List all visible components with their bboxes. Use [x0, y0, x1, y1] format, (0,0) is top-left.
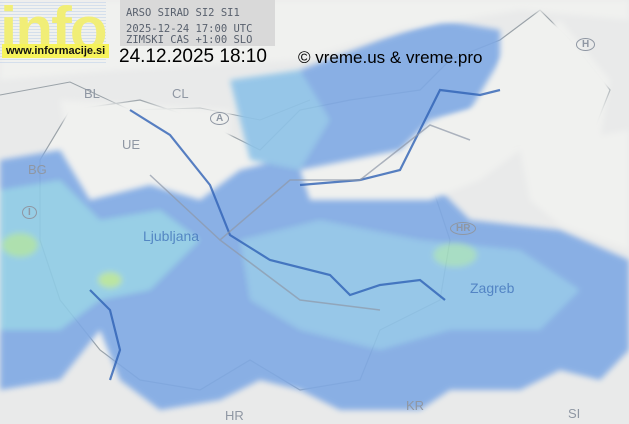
label-i: I — [22, 206, 37, 219]
label-si: SI — [568, 406, 581, 421]
label-bg: BG — [28, 162, 47, 177]
river-sava — [129, 109, 446, 301]
label-zagreb: Zagreb — [470, 280, 515, 296]
label-ue: UE — [122, 137, 141, 152]
radar-echoes — [0, 20, 629, 410]
website-link[interactable]: www.informacije.si — [2, 44, 110, 58]
radar-header: ARSO SIRAD SI2 SI1 2025-12-24 17:00 UTC … — [120, 0, 275, 46]
label-ljubljana: Ljubljana — [143, 228, 200, 244]
river-soca — [89, 289, 122, 381]
roads — [149, 124, 471, 311]
label-kr: KR — [406, 398, 425, 413]
label-h: H — [576, 38, 596, 51]
label-bl: BL — [84, 86, 100, 101]
label-cl: CL — [172, 86, 189, 101]
label-hr: HR — [450, 222, 477, 235]
timezone-note: ZIMSKI CAS +1:00 SLO — [126, 34, 253, 46]
copyright: © vreme.us & vreme.pro — [298, 48, 483, 67]
local-timestamp: 24.12.2025 18:10 — [119, 46, 267, 67]
utc-time: 2025-12-24 17:00 UTC — [126, 23, 253, 35]
label-hr-south: HR — [225, 408, 244, 423]
label-a: A — [210, 112, 230, 125]
radar-source: ARSO SIRAD SI2 SI1 — [126, 7, 240, 19]
